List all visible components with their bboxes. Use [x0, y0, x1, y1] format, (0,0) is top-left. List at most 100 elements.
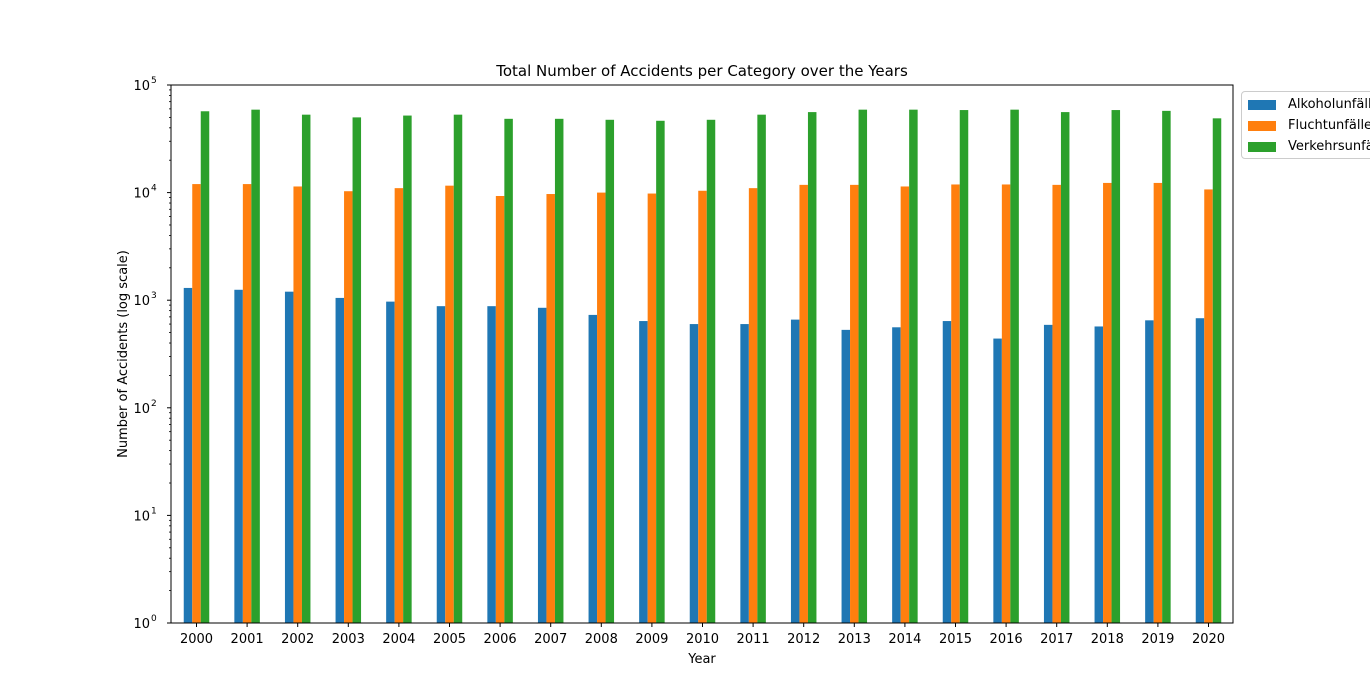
legend-label-series-2: Verkehrsunfälle	[1288, 139, 1370, 154]
y-tick-label-exponent: 4	[151, 184, 157, 194]
bar-series-2-2011	[757, 114, 766, 624]
chart-title: Total Number of Accidents per Category o…	[495, 62, 908, 80]
x-tick-label-2008: 2008	[585, 632, 618, 647]
bar-series-0-2018	[1094, 326, 1104, 623]
y-tick-label-base: 10	[133, 294, 150, 309]
x-tick-label-2005: 2005	[433, 632, 466, 647]
bar-series-2-2009	[656, 120, 665, 624]
x-tick-label-2012: 2012	[787, 632, 820, 647]
bar-series-2-2013	[858, 109, 868, 624]
x-tick-label-2019: 2019	[1141, 632, 1174, 647]
legend-swatch-series-2	[1248, 142, 1276, 152]
y-tick-label-base: 10	[133, 79, 150, 94]
bar-series-1-2015	[951, 184, 960, 624]
bar-series-1-2013	[850, 184, 859, 624]
legend-swatch-series-0	[1248, 100, 1276, 110]
bar-series-1-2020	[1204, 189, 1213, 624]
bar-series-0-2020	[1195, 318, 1205, 623]
bar-series-2-2012	[807, 112, 817, 623]
bar-series-2-2003	[352, 117, 362, 623]
bar-series-1-2018	[1103, 182, 1112, 623]
bar-series-1-2005	[445, 185, 454, 624]
bar-series-1-2012	[799, 184, 808, 624]
bars-layer	[183, 109, 1222, 624]
bar-series-2-2002	[301, 114, 311, 624]
x-tick-label-2006: 2006	[484, 632, 517, 647]
bar-series-1-2011	[748, 188, 758, 623]
x-tick-label-2007: 2007	[534, 632, 567, 647]
bar-series-0-2011	[740, 324, 749, 623]
x-tick-label-2004: 2004	[382, 632, 415, 647]
x-axis-label: Year	[687, 652, 716, 667]
y-tick-label-base: 10	[133, 509, 150, 524]
bar-series-1-2009	[647, 193, 657, 623]
y-tick-label-base: 10	[133, 617, 150, 632]
bar-series-2-2005	[453, 114, 463, 624]
bar-series-0-2012	[790, 319, 800, 623]
bar-series-0-2005	[436, 306, 446, 623]
x-tick-label-2003: 2003	[332, 632, 365, 647]
bar-series-1-2001	[242, 184, 252, 624]
y-tick-label-base: 10	[133, 187, 150, 202]
bar-series-0-2000	[183, 287, 193, 623]
y-tick-label-base: 10	[133, 402, 150, 417]
y-tick-label-exponent: 0	[151, 614, 157, 624]
bar-series-2-2010	[706, 119, 716, 623]
bar-series-2-2020	[1212, 118, 1222, 623]
x-tick-label-2010: 2010	[686, 632, 719, 647]
x-axis-ticks: 2000 2001 2002 2003 2004 2005 2006 2007 2008 2009…	[180, 623, 1225, 647]
bar-series-2-2006	[504, 118, 513, 624]
bar-series-2-2004	[403, 115, 412, 623]
y-axis-label: Number of Accidents (log scale)	[116, 250, 131, 458]
bar-series-1-2004	[394, 188, 404, 623]
bar-series-1-2010	[698, 190, 707, 623]
x-tick-label-2016: 2016	[990, 632, 1023, 647]
bar-series-2-2001	[251, 109, 260, 624]
legend: Alkoholunfälle Fluchtunfälle Verkehrsunf…	[1241, 91, 1370, 159]
bar-series-2-2000	[200, 111, 210, 623]
legend-swatch-series-1	[1248, 121, 1276, 131]
x-tick-label-2013: 2013	[838, 632, 871, 647]
bar-series-2-2007	[554, 118, 564, 624]
y-tick-label-exponent: 5	[151, 76, 157, 86]
x-tick-label-2000: 2000	[180, 632, 213, 647]
bar-series-0-2014	[892, 327, 901, 623]
bar-series-1-2007	[546, 194, 555, 623]
bar-series-0-2008	[588, 314, 598, 623]
bar-series-1-2000	[192, 184, 201, 624]
bar-series-2-2019	[1162, 110, 1171, 623]
x-tick-label-2018: 2018	[1091, 632, 1124, 647]
bar-series-0-2004	[386, 301, 395, 623]
bar-series-0-2017	[1043, 324, 1053, 623]
bar-series-1-2014	[900, 186, 910, 623]
bar-series-1-2016	[1001, 184, 1011, 624]
bar-series-2-2017	[1060, 112, 1070, 623]
x-tick-label-2015: 2015	[939, 632, 972, 647]
bar-series-2-2018	[1111, 110, 1121, 624]
bar-series-1-2002	[293, 186, 302, 623]
bar-series-0-2016	[993, 338, 1002, 623]
bar-series-0-2006	[487, 306, 496, 623]
x-tick-label-2011: 2011	[737, 632, 770, 647]
legend-label-series-1: Fluchtunfälle	[1288, 118, 1370, 133]
bar-series-1-2003	[344, 191, 353, 623]
bar-series-0-2019	[1145, 320, 1154, 623]
bar-series-0-2001	[234, 289, 243, 623]
bar-series-0-2007	[537, 307, 547, 623]
bar-series-1-2006	[495, 195, 505, 623]
bar-series-1-2017	[1052, 184, 1061, 624]
legend-label-series-0: Alkoholunfälle	[1288, 97, 1370, 112]
y-tick-label-exponent: 3	[151, 291, 157, 301]
y-tick-label-exponent: 2	[151, 399, 157, 409]
bar-series-1-2019	[1153, 182, 1163, 623]
bar-series-0-2010	[689, 324, 699, 623]
bar-series-0-2009	[639, 321, 648, 623]
bar-series-2-2014	[909, 109, 918, 624]
bar-series-0-2015	[942, 321, 952, 623]
bar-series-2-2016	[1010, 109, 1019, 624]
bar-series-2-2015	[959, 110, 969, 624]
x-tick-label-2017: 2017	[1040, 632, 1073, 647]
bar-series-2-2008	[605, 119, 615, 623]
